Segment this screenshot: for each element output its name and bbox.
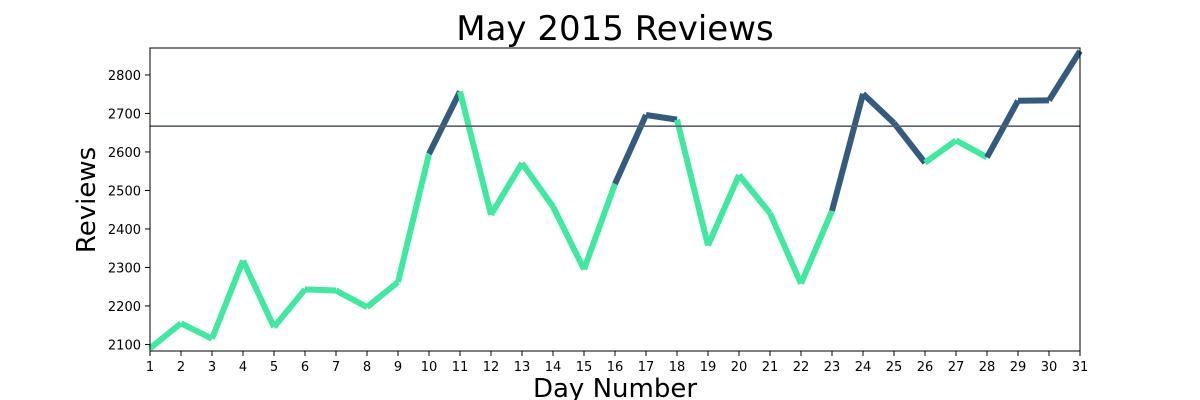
series-segment (984, 99, 1021, 159)
x-tick-label: 5 (270, 360, 278, 375)
series-segment (365, 279, 400, 310)
x-tick-label: 13 (514, 360, 531, 375)
x-tick-label: 4 (239, 360, 247, 375)
x-tick-label: 25 (886, 360, 903, 375)
x-tick-label: 29 (1010, 360, 1027, 375)
series-segment (457, 90, 494, 216)
x-tick-label: 31 (1072, 360, 1089, 375)
x-tick-label: 20 (731, 360, 748, 375)
series-segment (891, 121, 928, 165)
x-tick-label: 15 (576, 360, 593, 375)
y-tick-label: 2800 (108, 69, 141, 84)
y-tick-label: 2300 (108, 261, 141, 276)
x-tick-label: 10 (421, 360, 438, 375)
x-tick-label: 30 (1041, 360, 1058, 375)
x-tick-label: 9 (394, 360, 402, 375)
series-segment (304, 286, 337, 294)
series-segment (705, 173, 742, 247)
x-tick-label: 26 (917, 360, 934, 375)
series-segment (954, 137, 989, 160)
y-tick-label: 2700 (108, 107, 141, 122)
series-segment (860, 91, 897, 126)
series-segment (923, 137, 958, 166)
series-segment (179, 320, 214, 342)
series-segment (240, 259, 277, 329)
x-tick-label: 14 (545, 360, 562, 375)
x-tick-label: 3 (208, 360, 216, 375)
series-segment (519, 161, 556, 209)
series-segment (581, 182, 618, 271)
x-tick-label: 11 (452, 360, 469, 375)
x-tick-label: 28 (979, 360, 996, 375)
series-segment (736, 173, 773, 216)
x-tick-label: 6 (301, 360, 309, 375)
series-segment (674, 118, 711, 247)
x-tick-label: 22 (793, 360, 810, 375)
x-tick-label: 7 (332, 360, 340, 375)
x-tick-label: 18 (669, 360, 686, 375)
x-tick-label: 8 (363, 360, 371, 375)
y-tick-label: 2200 (108, 300, 141, 315)
series-segment (488, 161, 525, 217)
y-tick-label: 2400 (108, 223, 141, 238)
x-tick-label: 17 (638, 360, 655, 375)
series-segment (209, 259, 246, 340)
series-segment (1046, 49, 1083, 102)
y-tick-label: 2600 (108, 146, 141, 161)
series-segment (271, 287, 308, 330)
series-segment (550, 205, 587, 271)
y-tick-label: 2100 (108, 338, 141, 353)
x-axis-label: Day Number (533, 374, 697, 400)
x-tick-label: 1 (146, 360, 154, 375)
plot-area: 1 2 3 4 5 6 7 8 9 10 11 12 13 14 15 16 17 18 19 20 21 22 23 24 2… (108, 47, 1089, 375)
series-segment (645, 112, 678, 123)
x-tick-label: 16 (607, 360, 624, 375)
series-segment (767, 211, 804, 285)
y-axis-label: Reviews (72, 147, 102, 253)
series-segment (829, 93, 866, 212)
series-segment (798, 209, 835, 285)
chart-title: May 2015 Reviews (456, 9, 773, 49)
x-tick-label: 24 (855, 360, 872, 375)
series-segment (334, 287, 369, 310)
series-segment (148, 320, 183, 351)
y-tick-label: 2500 (108, 184, 141, 199)
series-segment (612, 113, 649, 186)
x-tick-label: 21 (762, 360, 779, 375)
x-tick-label: 27 (948, 360, 965, 375)
x-tick-label: 23 (824, 360, 841, 375)
x-tick-label: 2 (177, 360, 185, 375)
series-segment (426, 90, 463, 156)
x-tick-label: 19 (700, 360, 717, 375)
x-tick-label: 12 (483, 360, 500, 375)
series-segment (395, 153, 432, 283)
